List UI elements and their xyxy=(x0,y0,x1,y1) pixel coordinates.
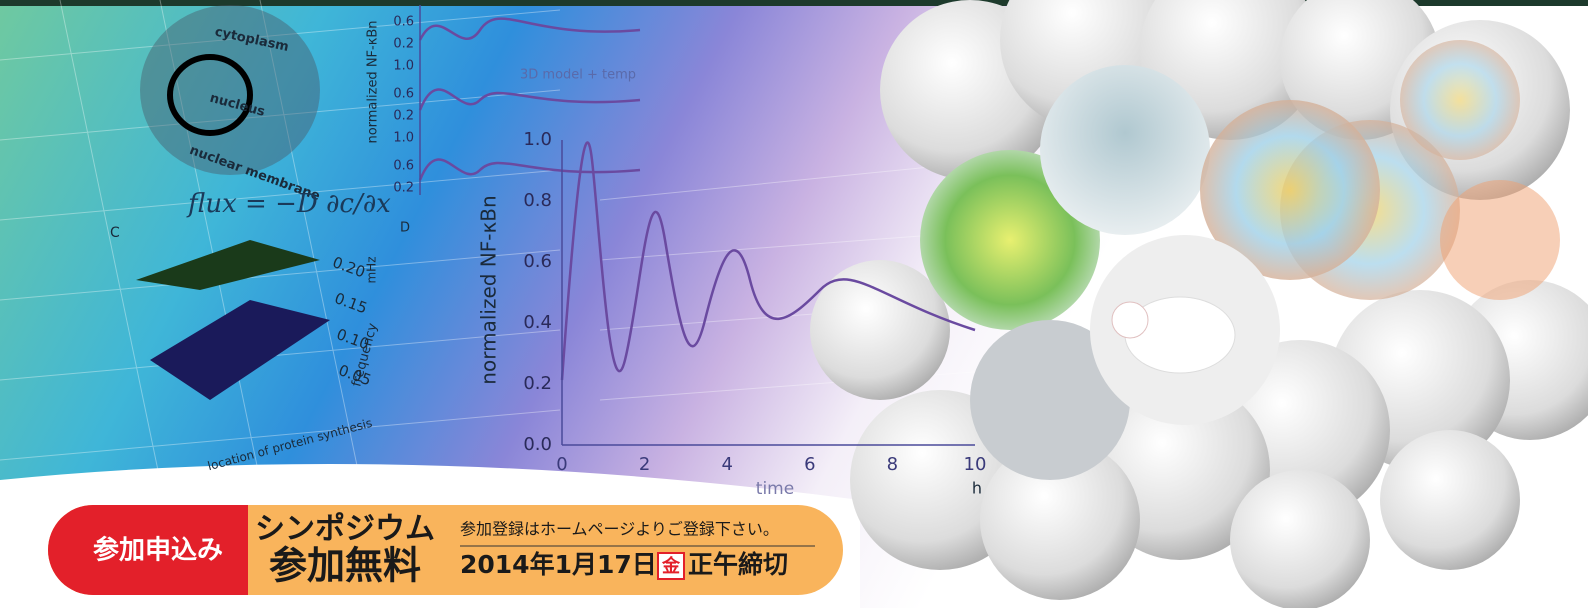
note: 参加登録はホームページよりご登録下さい。 xyxy=(460,520,779,539)
y-tick-label: 1.0 xyxy=(393,59,414,74)
label: D xyxy=(400,221,410,236)
badge-bg xyxy=(48,505,248,595)
top-bar xyxy=(0,0,1588,6)
deadline-time: 正午締切 xyxy=(688,550,788,579)
axis-unit: h xyxy=(972,479,982,498)
y-tick-label: 0.6 xyxy=(393,87,414,102)
y-tick-label: 0.6 xyxy=(393,159,414,174)
y-tick-label: 0.6 xyxy=(393,15,414,30)
deadline-date: 2014年1月17日 xyxy=(460,550,657,579)
grid-pattern xyxy=(0,0,1001,481)
y-tick-label: 0.2 xyxy=(393,181,414,196)
plot-axes xyxy=(419,5,975,446)
x-tick-label: 2 xyxy=(639,454,650,475)
cell-grid xyxy=(140,5,320,175)
equation: flux = −D ∂c/∂x xyxy=(186,189,391,219)
y-tick-label: 1.0 xyxy=(393,131,414,146)
surface-bottom xyxy=(150,300,330,400)
y-tick-label: 0.2 xyxy=(393,109,414,124)
sphere-cluster xyxy=(810,0,1588,610)
y-tick-label: 0.6 xyxy=(523,251,552,272)
label: C xyxy=(110,225,120,241)
deadline-day: 金 xyxy=(661,555,681,577)
title: 参加無料 xyxy=(269,544,421,588)
registration-banner: 参加申込み シンポジウム 参加無料 参加登録はホームページよりご登録下さい。 2… xyxy=(48,505,843,595)
axis-label: time xyxy=(756,479,794,499)
day-box xyxy=(657,552,685,580)
title: シンポジウム xyxy=(255,512,435,547)
y-tick-label: 0.4 xyxy=(523,312,552,333)
axis-unit: mHz xyxy=(365,256,379,283)
x-tick-label: 10 xyxy=(964,454,987,475)
y-tick-label: 0.0 xyxy=(523,434,552,455)
axis-label: normalized NF-κBn xyxy=(366,20,381,143)
surface-top xyxy=(136,240,320,290)
y-tick-label: 0.8 xyxy=(523,190,552,211)
axis-label: normalized NF-κBn xyxy=(477,195,501,384)
y-tick-label: 1.0 xyxy=(523,129,552,150)
y-tick-label: 0.2 xyxy=(393,37,414,52)
x-tick-label: 8 xyxy=(887,454,898,475)
x-tick-label: 4 xyxy=(721,454,732,475)
x-tick-label: 0 xyxy=(556,454,567,475)
legend: 3D model + temp xyxy=(520,68,636,83)
y-tick-label: 0.2 xyxy=(523,373,552,394)
x-tick-label: 6 xyxy=(804,454,815,475)
badge-text: 参加申込み xyxy=(93,535,223,566)
